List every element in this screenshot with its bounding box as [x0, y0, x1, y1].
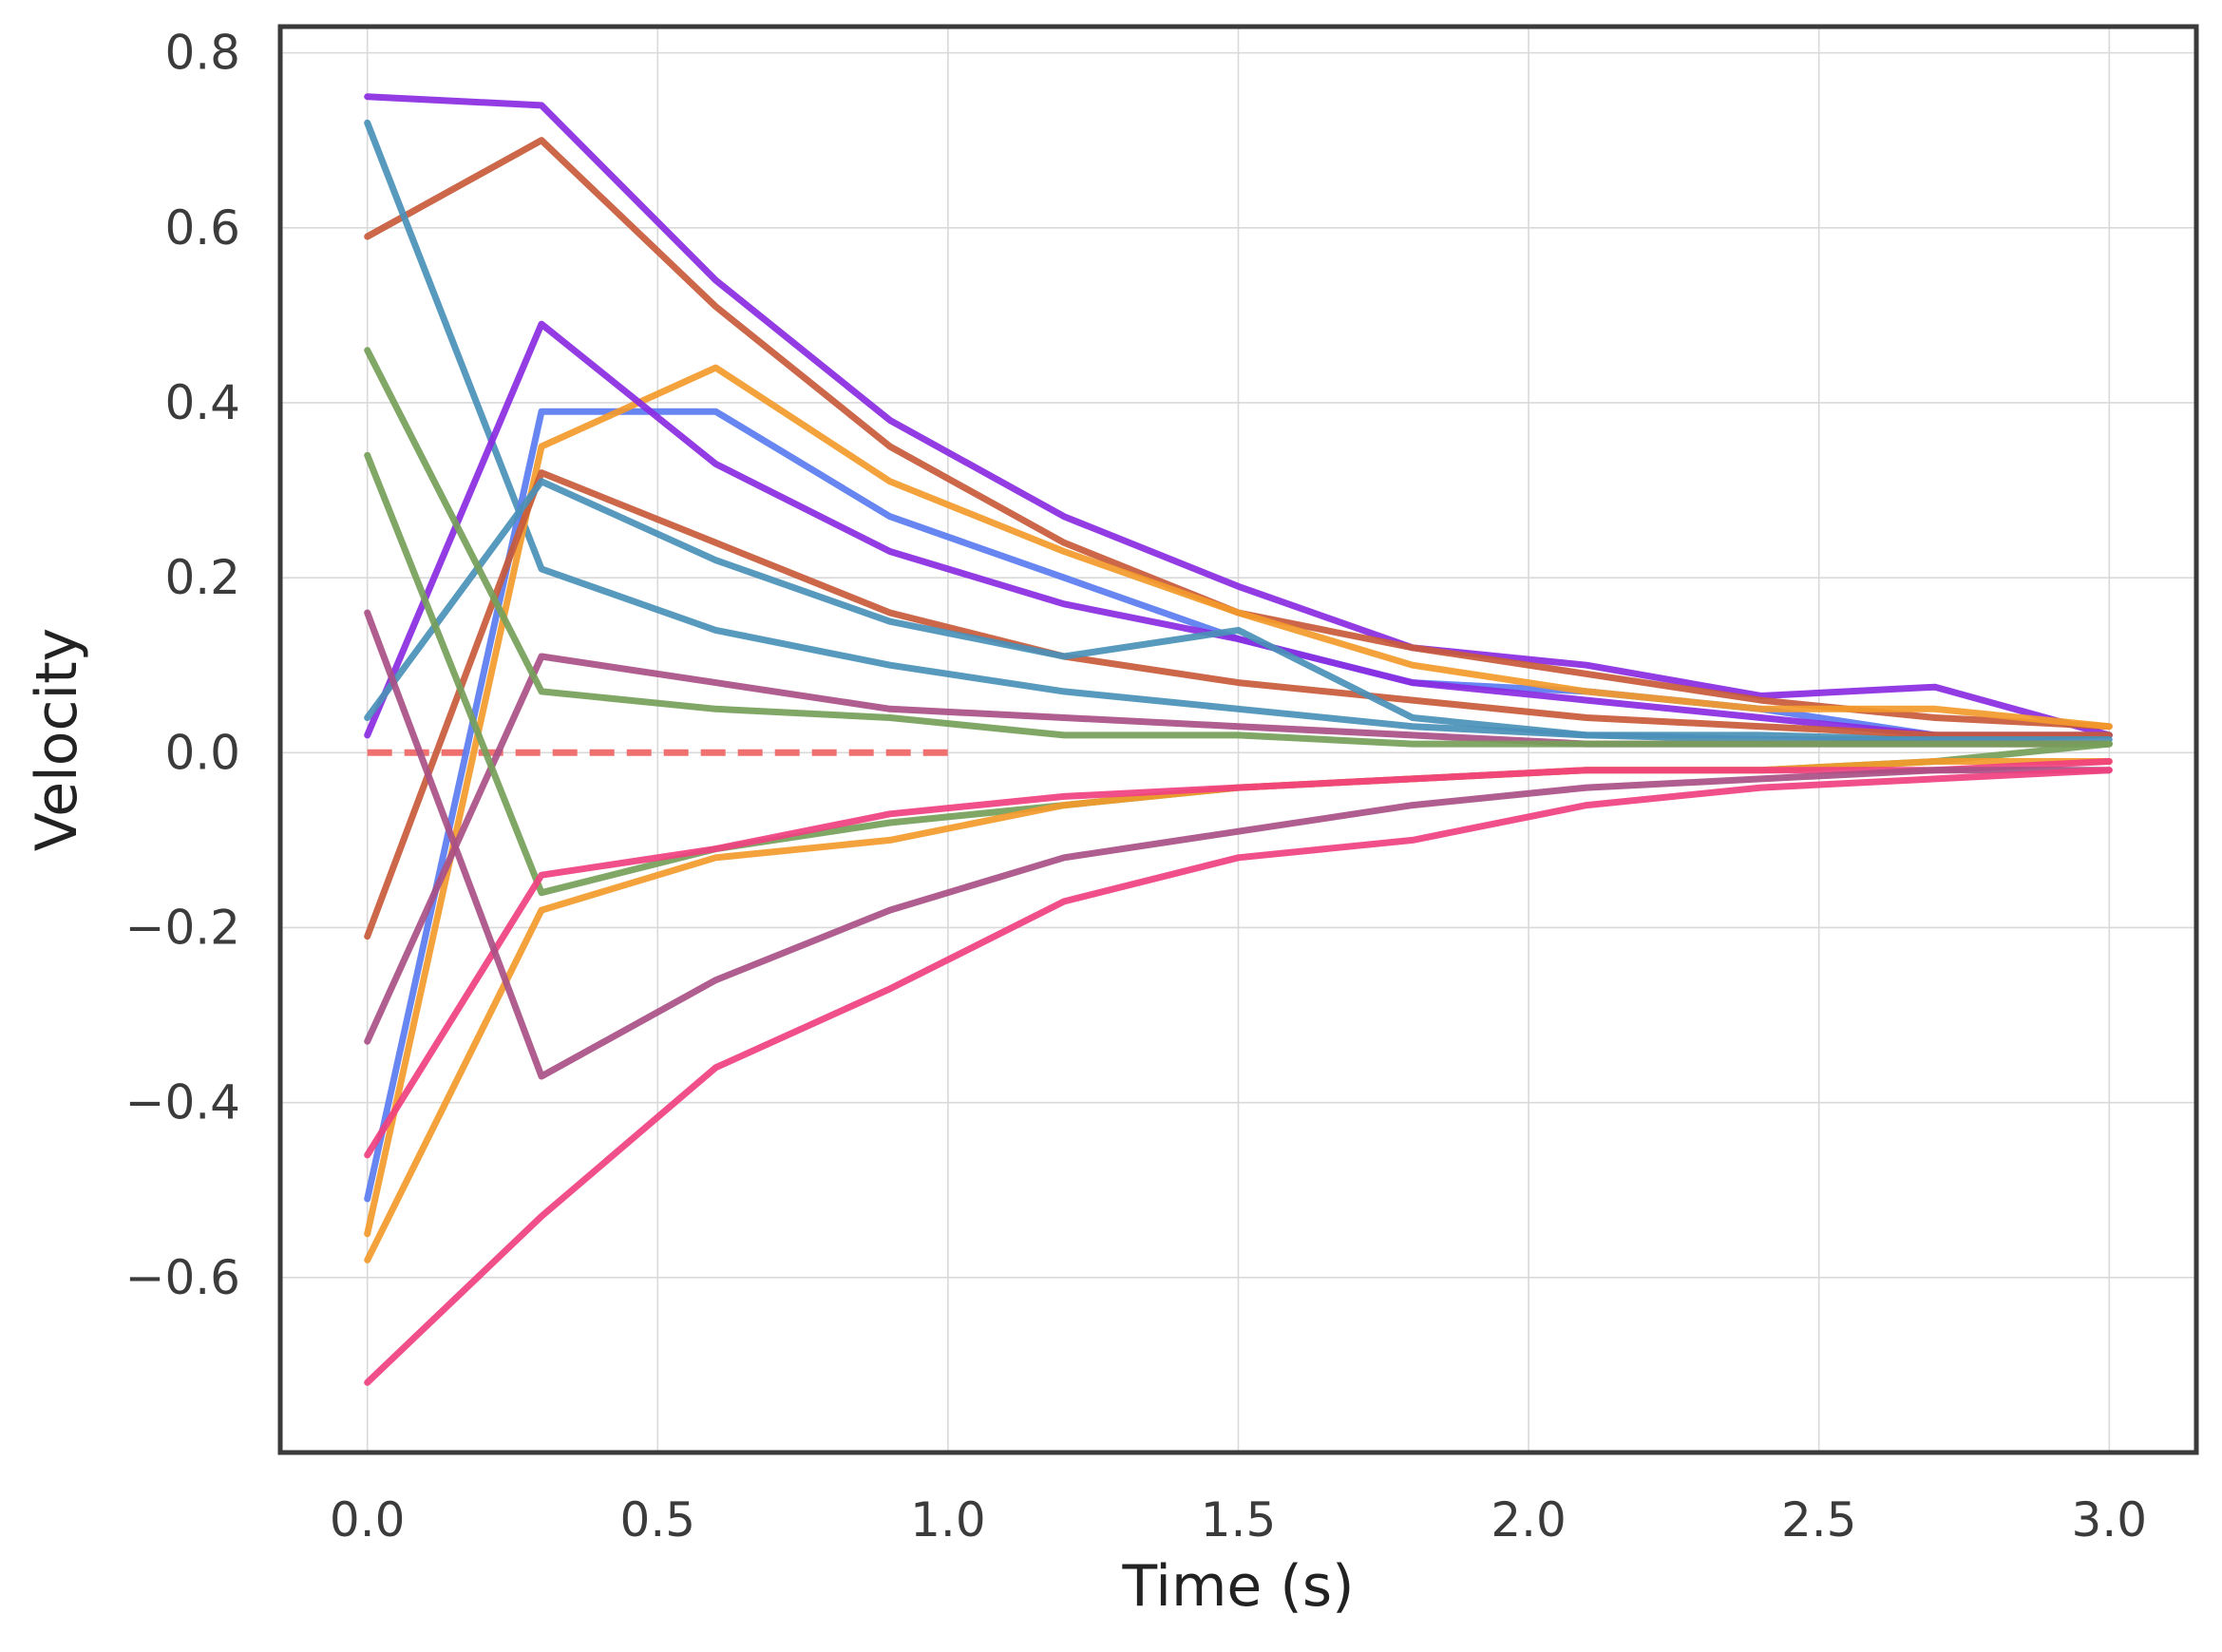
x-tick-label: 0.5 [620, 1492, 696, 1548]
x-tick-label: 2.0 [1491, 1492, 1567, 1548]
series-line-10 [364, 347, 2113, 748]
series-line-13 [364, 758, 2113, 1159]
series-line-8 [364, 478, 2113, 743]
y-tick-label: 0.2 [164, 550, 240, 605]
x-tick-label: 0.0 [330, 1492, 406, 1548]
series-line-6 [364, 320, 2113, 739]
y-axis-ticks: −0.6 −0.4 −0.2 0.0 0.2 0.4 0.6 0.8 [125, 26, 240, 1305]
y-tick-label: 0.8 [164, 26, 240, 81]
series-line-5 [364, 364, 2113, 1238]
x-tick-label: 1.5 [1201, 1492, 1277, 1548]
y-axis-label: Velocity [24, 628, 90, 851]
plot-frame [277, 24, 2199, 1455]
y-tick-label: −0.4 [125, 1075, 240, 1130]
x-tick-label: 3.0 [2072, 1492, 2148, 1548]
y-tick-label: −0.6 [125, 1250, 240, 1305]
x-axis-label: Time (s) [1122, 1553, 1355, 1620]
x-tick-label: 2.5 [1781, 1492, 1857, 1548]
series-line-1 [364, 93, 2113, 739]
series-line-14 [364, 609, 2113, 1080]
plot-lines [364, 93, 2113, 1386]
series-line-7 [364, 469, 2113, 940]
series-line-15 [364, 767, 2113, 1386]
y-tick-label: 0.0 [164, 725, 240, 780]
y-tick-label: −0.2 [125, 900, 240, 955]
x-tick-label: 1.0 [910, 1492, 986, 1548]
x-axis-ticks: 0.0 0.5 1.0 1.5 2.0 2.5 3.0 [330, 1492, 2147, 1548]
y-tick-label: 0.4 [164, 375, 240, 430]
y-tick-label: 0.6 [164, 200, 240, 256]
